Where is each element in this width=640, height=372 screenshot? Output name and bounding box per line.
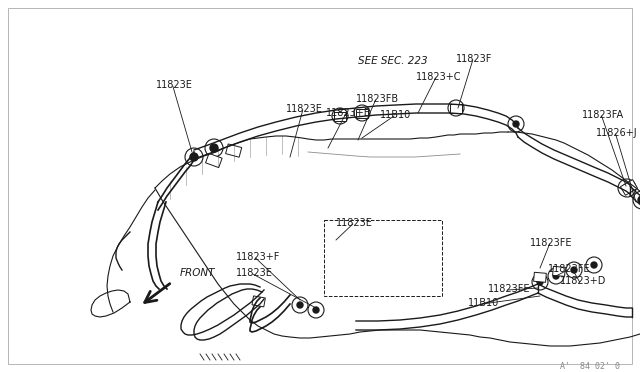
Text: 11826+J: 11826+J: [596, 128, 637, 138]
Text: 11823+E: 11823+E: [326, 108, 371, 118]
Text: 11823+D: 11823+D: [560, 276, 606, 286]
Bar: [356, 109, 368, 118]
Bar: [324, 220, 442, 296]
Bar: [552, 266, 565, 276]
Circle shape: [190, 153, 198, 161]
Circle shape: [638, 196, 640, 204]
Circle shape: [513, 121, 519, 127]
Circle shape: [553, 273, 559, 279]
Text: 11823E: 11823E: [236, 268, 273, 278]
Circle shape: [359, 110, 365, 116]
Bar: [205, 153, 222, 168]
Circle shape: [453, 105, 459, 111]
Circle shape: [623, 184, 631, 192]
Circle shape: [571, 267, 577, 273]
Text: 11823+F: 11823+F: [236, 252, 280, 262]
Circle shape: [297, 302, 303, 308]
Text: SEE SEC. 223: SEE SEC. 223: [358, 56, 428, 66]
Circle shape: [337, 113, 343, 119]
Text: FRONT: FRONT: [180, 268, 216, 278]
Bar: [450, 103, 462, 112]
Circle shape: [313, 307, 319, 313]
Text: 11B10: 11B10: [468, 298, 499, 308]
Text: 11823+C: 11823+C: [416, 72, 461, 82]
Bar: [334, 112, 346, 121]
Text: 11823FA: 11823FA: [582, 110, 624, 120]
Bar: [534, 272, 547, 282]
Text: 11823FE: 11823FE: [530, 238, 573, 248]
Bar: [252, 296, 266, 307]
Text: 11823E: 11823E: [336, 218, 373, 228]
Circle shape: [210, 144, 218, 152]
Text: 11B10: 11B10: [380, 110, 412, 120]
Text: A'  84 02' 0: A' 84 02' 0: [560, 362, 620, 371]
Circle shape: [591, 262, 597, 268]
Text: 11823E: 11823E: [156, 80, 193, 90]
Text: 11823FE: 11823FE: [488, 284, 531, 294]
Text: 11823F: 11823F: [456, 54, 492, 64]
Text: 11823FB: 11823FB: [356, 94, 399, 104]
Bar: [620, 180, 637, 195]
Bar: [226, 144, 242, 157]
Circle shape: [537, 279, 543, 285]
Text: 11823E: 11823E: [286, 104, 323, 114]
Text: 11823FE: 11823FE: [548, 264, 591, 274]
